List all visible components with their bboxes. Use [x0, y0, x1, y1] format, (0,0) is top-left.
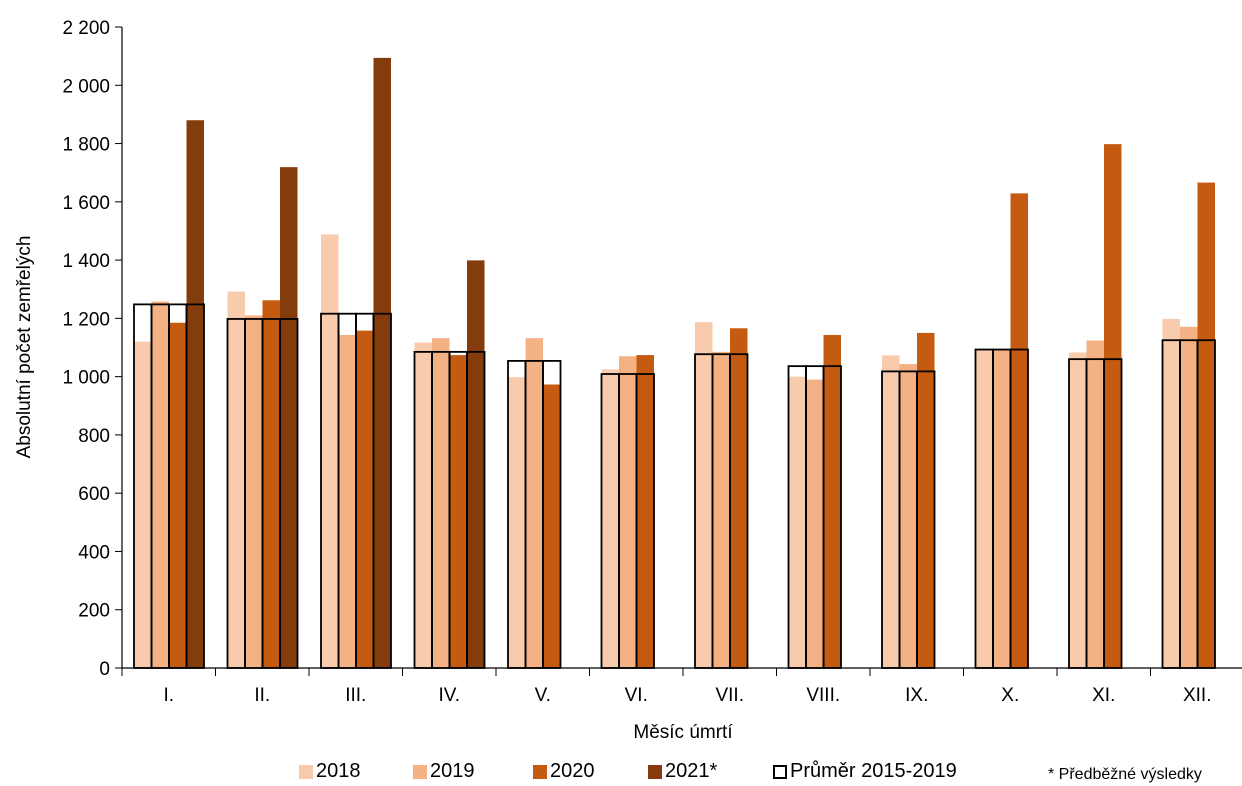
- y-tick-label: 1 400: [62, 251, 110, 272]
- bars: [134, 57, 1215, 669]
- x-tick-label: II.: [254, 685, 270, 706]
- y-axis-ticks: 0 200 400 600 800 1 000 1 200 1 400 1 600 1 800 2 …: [62, 18, 122, 680]
- bar-2018-10: [1069, 352, 1087, 668]
- x-tick-label: V.: [535, 685, 551, 706]
- legend-item-average: Průměr 2015-2019: [773, 760, 957, 783]
- y-tick-label: 1 000: [62, 368, 110, 389]
- bar-2019-5: [619, 356, 637, 668]
- bar-2021-2: [373, 57, 391, 669]
- bar-2020-3: [449, 355, 467, 668]
- y-tick-label: 400: [78, 542, 110, 563]
- bar-2021-3: [467, 260, 485, 668]
- bar-2018-0: [134, 341, 152, 668]
- bar-2019-0: [151, 301, 169, 668]
- bar-2020-9: [1010, 193, 1028, 668]
- x-tick-label: VIII.: [806, 685, 840, 706]
- y-tick-label: 2 200: [62, 18, 110, 39]
- x-tick-label: XI.: [1092, 685, 1115, 706]
- x-tick-label: XII.: [1183, 685, 1212, 706]
- y-axis-title: Absolutní počet zemřelých: [14, 236, 35, 459]
- y-tick-label: 1 200: [62, 309, 110, 330]
- bar-2020-8: [917, 332, 935, 668]
- x-tick-label: VI.: [625, 685, 648, 706]
- bar-2021-1: [280, 167, 298, 668]
- y-tick-label: 1 600: [62, 193, 110, 214]
- legend-label-2018: 2018: [316, 760, 361, 782]
- bar-2019-6: [712, 351, 730, 668]
- y-tick-label: 800: [78, 426, 110, 447]
- bar-2018-9: [975, 349, 993, 668]
- x-axis-title: Měsíc úmrtí: [633, 722, 733, 743]
- y-tick-label: 200: [78, 601, 110, 622]
- bar-2020-7: [823, 334, 841, 668]
- bar-2018-3: [414, 342, 432, 668]
- bar-2018-2: [321, 234, 339, 668]
- bar-2019-2: [338, 334, 356, 668]
- y-tick-label: 2 000: [62, 76, 110, 97]
- y-tick-label: 600: [78, 484, 110, 505]
- legend-swatch-2020: [533, 764, 547, 779]
- legend-label-2020: 2020: [550, 760, 595, 782]
- x-tick-label: IV.: [439, 685, 461, 706]
- legend-label-2019: 2019: [430, 760, 475, 782]
- legend-item-2020: 2020: [533, 760, 595, 783]
- bar-2018-7: [788, 376, 806, 668]
- preliminary-note: * Předběžné výsledky: [1048, 766, 1202, 783]
- bar-2020-6: [730, 328, 748, 668]
- bar-2020-2: [356, 330, 374, 668]
- x-axis-ticks: I. II. III. IV. V. VI. VII. VIII. IX. X. XI. XII.: [121, 668, 1212, 706]
- bar-2018-6: [695, 322, 713, 668]
- average-outline-bars: [133, 303, 1216, 669]
- y-tick-label: 1 800: [62, 135, 110, 156]
- bar-2018-11: [1162, 318, 1180, 668]
- bar-2019-4: [525, 338, 543, 668]
- bar-2020-1: [262, 300, 280, 668]
- bar-2020-4: [543, 384, 561, 668]
- x-tick-label: I.: [163, 685, 174, 706]
- bar-2018-8: [882, 355, 900, 668]
- bar-2019-7: [806, 379, 824, 668]
- bar-2018-4: [508, 377, 526, 668]
- legend-label-average: Průměr 2015-2019: [790, 760, 957, 782]
- bar-2019-8: [899, 364, 917, 668]
- legend-swatch-average: [773, 764, 787, 779]
- x-tick-label: X.: [1001, 685, 1019, 706]
- legend-swatch-2019: [413, 764, 427, 779]
- bar-2018-5: [601, 369, 619, 668]
- bar-2019-11: [1180, 326, 1198, 668]
- bar-2018-1: [227, 291, 245, 668]
- bar-chart: 0 200 400 600 800 1 000 1 200 1 400 1 600 1 800 2 …: [14, 18, 1242, 743]
- x-tick-label: VII.: [715, 685, 744, 706]
- bar-2019-1: [245, 315, 263, 668]
- legend-label-2021: 2021*: [665, 760, 718, 782]
- x-tick-label: IX.: [905, 685, 928, 706]
- legend: 2018 2019 2020 2021* Průměr 2015-2019: [0, 760, 1242, 786]
- bar-2020-0: [169, 322, 187, 668]
- y-tick-label: 0: [99, 659, 110, 680]
- legend-item-2019: 2019: [413, 760, 475, 783]
- bar-2020-10: [1104, 144, 1122, 669]
- x-tick-label: III.: [345, 685, 366, 706]
- legend-item-2021: 2021*: [648, 760, 717, 783]
- bar-2019-10: [1086, 340, 1104, 668]
- legend-swatch-2018: [299, 764, 313, 779]
- legend-swatch-2021: [648, 764, 662, 779]
- legend-item-2018: 2018: [299, 760, 361, 783]
- bar-2020-11: [1197, 182, 1215, 668]
- bar-2019-3: [432, 338, 450, 668]
- bar-2021-0: [186, 120, 204, 668]
- bar-2019-9: [993, 349, 1011, 668]
- bar-2020-5: [636, 355, 654, 668]
